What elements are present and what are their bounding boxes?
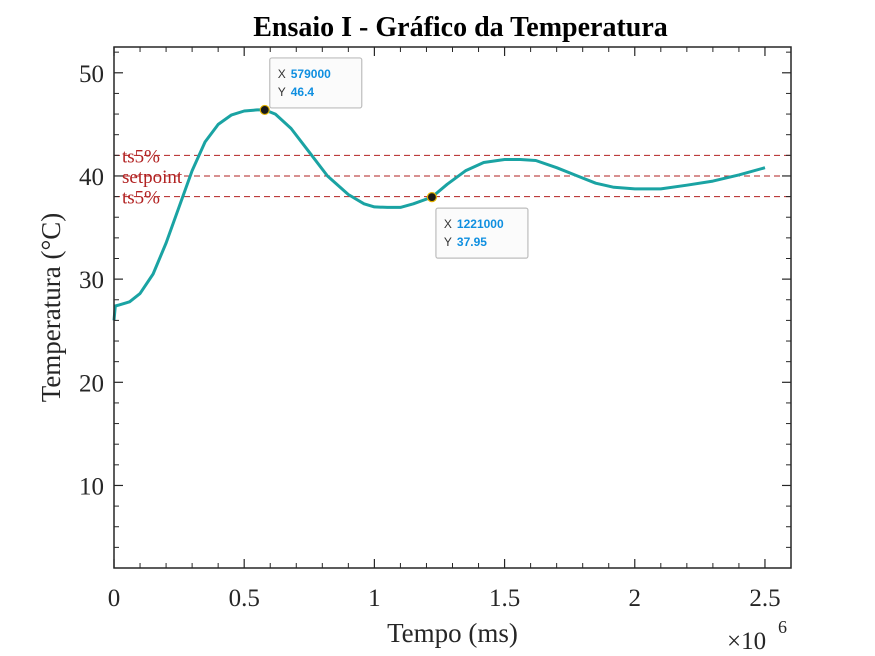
x-tick-label: 1: [368, 585, 381, 612]
datatip-x-value: 1221000: [457, 217, 504, 231]
datatip-y-value: 37.95: [457, 235, 487, 249]
x-tick-label: 0: [108, 585, 121, 612]
reference-line-label: ts5%: [122, 146, 160, 167]
plot-area: [114, 47, 791, 568]
datatip-marker: [259, 104, 270, 116]
datatip-y-value: 46.4: [291, 85, 315, 99]
x-tick-label: 0.5: [229, 585, 260, 612]
reference-line-label: setpoint: [122, 167, 183, 188]
x-tick-label: 2.5: [749, 585, 780, 612]
y-tick-label: 40: [79, 164, 104, 191]
y-tick-label: 30: [79, 267, 104, 294]
datatip: X 1221000 Y 37.95: [435, 207, 529, 259]
datatip: X 579000 Y 46.4: [269, 57, 363, 109]
y-axis-label: Temperatura (°C): [36, 213, 66, 403]
reference-line-label: ts5%: [122, 188, 160, 209]
chart-title: Ensaio I - Gráfico da Temperatura: [253, 12, 668, 43]
datatip-box: [435, 207, 529, 259]
datatip-y-label: Y: [444, 235, 452, 249]
x-axis-exponent: 6: [778, 617, 787, 637]
x-tick-label: 1.5: [489, 585, 520, 612]
x-tick-label: 2: [629, 585, 642, 612]
datatip-x-label: X: [444, 217, 452, 231]
y-tick-label: 20: [79, 370, 104, 397]
series-line: [112, 108, 766, 321]
datatip-marker: [426, 192, 438, 203]
y-tick-label: 10: [79, 473, 104, 500]
datatip-x-label: X: [278, 67, 286, 81]
x-axis-exponent-label: ×10: [727, 628, 766, 655]
x-axis-label: Tempo (ms): [387, 618, 518, 648]
datatip-y-label: Y: [278, 85, 286, 99]
datatip-x-value: 579000: [291, 67, 331, 81]
y-tick-label: 50: [79, 61, 104, 88]
datatip-box: [269, 57, 363, 109]
